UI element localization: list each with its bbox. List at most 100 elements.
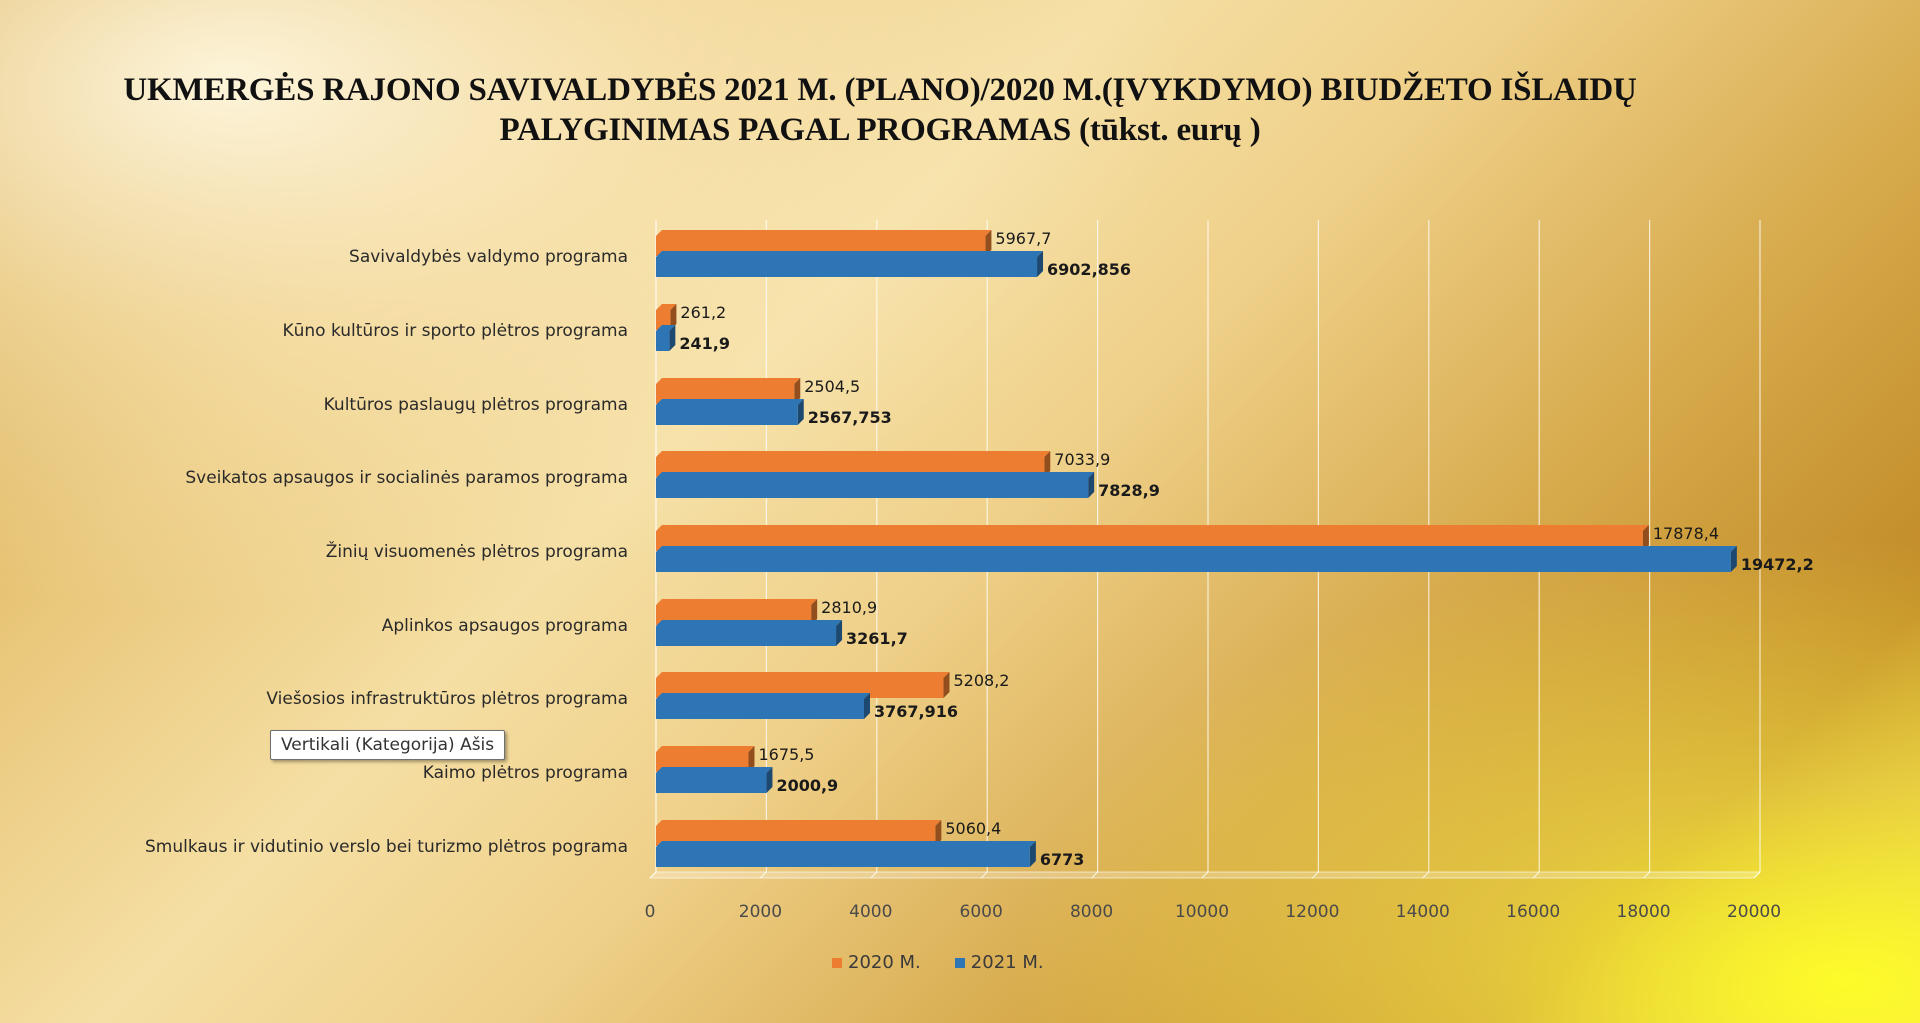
bar-top xyxy=(656,746,755,752)
x-tick-label: 2000 xyxy=(738,902,783,922)
bar-top xyxy=(656,693,870,699)
gridline-foot xyxy=(980,871,988,879)
category-label: Kaimo plėtros programa xyxy=(422,763,628,783)
legend-label-2020: 2020 M. xyxy=(848,952,921,973)
data-label-2020: 5967,7 xyxy=(995,229,1052,248)
bar-side xyxy=(1088,472,1095,498)
gridline-foot xyxy=(870,871,878,879)
gridline-foot xyxy=(1201,871,1209,879)
bar-2021[interactable] xyxy=(656,399,804,425)
category-label: Žinių visuomenės plėtros programa xyxy=(325,542,628,562)
bar-side xyxy=(1037,251,1044,277)
bar-2021[interactable] xyxy=(656,546,1737,572)
bar-side xyxy=(811,599,818,625)
bar-side xyxy=(1044,451,1051,477)
bar-top xyxy=(656,599,818,605)
bar-side xyxy=(836,620,843,646)
gridline-foot xyxy=(1643,871,1651,879)
data-label-2021: 6773 xyxy=(1039,850,1085,869)
data-label-2021: 2000,9 xyxy=(776,776,839,795)
data-label-2021: 3767,916 xyxy=(873,702,958,721)
category-label: Viešosios infrastruktūros plėtros progra… xyxy=(266,689,628,709)
gridline-foot xyxy=(1753,871,1761,879)
legend-item-2021[interactable]: 2021 M. xyxy=(954,952,1044,973)
bar-side xyxy=(943,672,950,698)
bar-top xyxy=(656,672,950,678)
bar-side xyxy=(863,693,870,719)
bar-front xyxy=(656,847,1030,867)
bar-top xyxy=(656,767,773,773)
bar-front xyxy=(656,405,798,425)
bar-top xyxy=(656,325,676,331)
data-label-2021: 2567,753 xyxy=(807,408,892,427)
data-label-2021: 6902,856 xyxy=(1047,260,1132,279)
category-label: Kūno kultūros ir sporto plėtros programa xyxy=(282,321,628,341)
bar-2021[interactable] xyxy=(656,693,870,719)
bar-front xyxy=(656,478,1089,498)
bar-side xyxy=(669,325,676,351)
category-label: Aplinkos apsaugos programa xyxy=(381,616,628,636)
data-label-2020: 261,2 xyxy=(680,303,727,322)
legend-swatch-2020 xyxy=(832,957,842,968)
bar-side xyxy=(985,230,992,256)
legend[interactable]: 2020 M. 2021 M. xyxy=(832,952,1044,973)
data-label-2021: 241,9 xyxy=(679,334,730,353)
bar-top xyxy=(656,820,942,826)
bar-top xyxy=(656,399,804,405)
bar-2021[interactable] xyxy=(656,620,843,646)
category-label: Kultūros paslaugų plėtros programa xyxy=(323,395,628,415)
legend-label-2021: 2021 M. xyxy=(970,952,1044,973)
legend-swatch-2021 xyxy=(954,957,965,968)
category-label: Smulkaus ir vidutinio verslo bei turizmo… xyxy=(145,837,628,857)
bar-2021[interactable] xyxy=(656,251,1044,277)
bar-top xyxy=(656,230,992,236)
bar-side xyxy=(794,378,801,404)
bar-2021[interactable] xyxy=(656,472,1095,498)
x-tick-label: 12000 xyxy=(1285,902,1340,922)
gridline-foot xyxy=(759,871,767,879)
data-label-2021: 19472,2 xyxy=(1740,555,1814,574)
data-label-2020: 2504,5 xyxy=(804,377,861,396)
x-tick-label: 6000 xyxy=(959,902,1003,922)
bar-top xyxy=(656,304,677,310)
bar-top xyxy=(656,841,1036,847)
bar-front xyxy=(656,257,1038,277)
data-label-2020: 5060,4 xyxy=(945,819,1002,838)
gridline-foot xyxy=(1422,871,1430,879)
x-tick-label: 0 xyxy=(644,902,656,922)
bar-front xyxy=(656,552,1731,572)
bar-side xyxy=(1029,841,1036,867)
gridline-foot xyxy=(1532,871,1540,879)
bar-front xyxy=(656,626,837,646)
bar-top xyxy=(656,546,1737,552)
bar-side xyxy=(935,820,942,846)
bar-2021[interactable] xyxy=(656,325,676,351)
bar-top xyxy=(656,378,801,384)
bar-front xyxy=(656,331,670,351)
gridline-foot xyxy=(649,871,657,879)
x-tick-label: 16000 xyxy=(1506,902,1561,922)
category-label: Sveikatos apsaugos ir socialinės paramos… xyxy=(185,468,628,488)
gridline-foot xyxy=(1091,871,1099,879)
bar-side xyxy=(766,767,773,793)
x-tick-label: 8000 xyxy=(1069,902,1114,922)
bar-front xyxy=(656,699,864,719)
data-label-2020: 5208,2 xyxy=(953,671,1010,690)
x-tick-label: 20000 xyxy=(1726,902,1782,922)
bar-2021[interactable] xyxy=(656,841,1036,867)
bar-top xyxy=(656,620,843,626)
legend-item-2020[interactable]: 2020 M. xyxy=(832,952,921,973)
bar-side xyxy=(797,399,804,425)
data-label-2020: 1675,5 xyxy=(758,745,815,764)
bar-top xyxy=(656,251,1044,257)
bar-side xyxy=(1642,525,1649,551)
data-label-2021: 7828,9 xyxy=(1098,481,1160,500)
x-tick-label: 18000 xyxy=(1616,902,1671,922)
bar-side xyxy=(748,746,755,772)
chart-title: UKMERGĖS RAJONO SAVIVALDYBĖS 2021 M. (PL… xyxy=(123,72,1637,148)
bar-2021[interactable] xyxy=(656,767,773,793)
x-tick-label: 10000 xyxy=(1174,902,1230,922)
data-label-2020: 17878,4 xyxy=(1652,524,1720,543)
data-label-2020: 7033,9 xyxy=(1054,450,1111,469)
